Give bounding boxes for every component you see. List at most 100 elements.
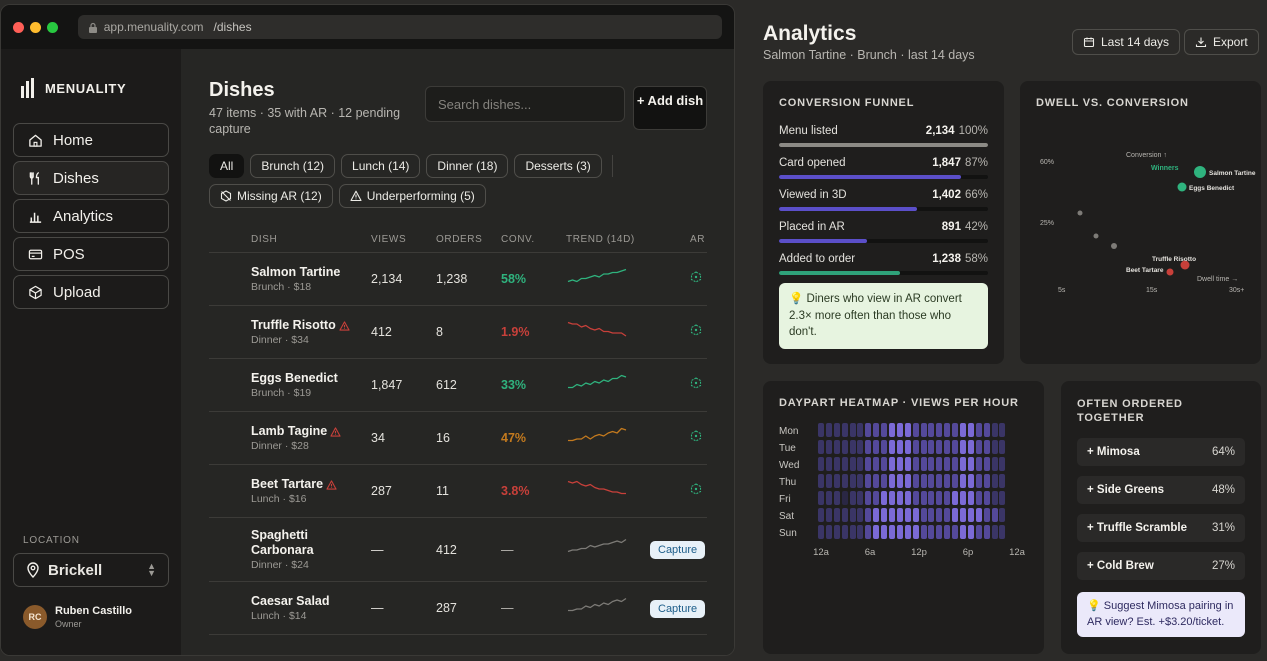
heatmap-cell[interactable] bbox=[960, 474, 967, 488]
ar-cube-icon[interactable] bbox=[690, 324, 702, 336]
heatmap-cell[interactable] bbox=[825, 491, 832, 505]
heatmap-cell[interactable] bbox=[983, 508, 990, 522]
heatmap-cell[interactable] bbox=[928, 491, 935, 505]
heatmap-cell[interactable] bbox=[881, 525, 888, 539]
scatter-point-salmon-tartine[interactable] bbox=[1194, 166, 1206, 178]
heatmap-cell[interactable] bbox=[960, 440, 967, 454]
heatmap-cell[interactable] bbox=[952, 457, 959, 471]
heatmap-cell[interactable] bbox=[881, 508, 888, 522]
heatmap-cell[interactable] bbox=[952, 440, 959, 454]
ar-cube-icon[interactable] bbox=[690, 377, 702, 389]
heatmap-cell[interactable] bbox=[881, 440, 888, 454]
heatmap-cell[interactable] bbox=[967, 525, 974, 539]
scatter-point-eggs-benedict[interactable] bbox=[1177, 182, 1187, 192]
heatmap-cell[interactable] bbox=[936, 474, 943, 488]
heatmap-cell[interactable] bbox=[818, 525, 824, 539]
heatmap-cell[interactable] bbox=[999, 440, 1006, 454]
filter-chip[interactable]: Brunch (12) bbox=[250, 154, 336, 178]
heatmap-cell[interactable] bbox=[873, 508, 880, 522]
add-dish-button[interactable]: + Add dish bbox=[633, 86, 707, 130]
heatmap-cell[interactable] bbox=[944, 457, 951, 471]
heatmap-cell[interactable] bbox=[967, 457, 974, 471]
heatmap-cell[interactable] bbox=[904, 440, 911, 454]
col-dish[interactable]: DISH bbox=[251, 234, 278, 245]
often-ordered-item[interactable]: + Side Greens 48% bbox=[1077, 476, 1245, 504]
heatmap-cell[interactable] bbox=[999, 474, 1006, 488]
user-profile[interactable]: RC Ruben Castillo Owner bbox=[23, 605, 132, 629]
sidebar-item-home[interactable]: Home bbox=[13, 123, 169, 157]
heatmap-cell[interactable] bbox=[889, 457, 896, 471]
heatmap-cell[interactable] bbox=[857, 491, 864, 505]
col-ar[interactable]: AR bbox=[690, 234, 706, 245]
heatmap-cell[interactable] bbox=[952, 508, 959, 522]
heatmap-cell[interactable] bbox=[865, 457, 872, 471]
col-orders[interactable]: ORDERS bbox=[436, 234, 483, 245]
heatmap-cell[interactable] bbox=[944, 525, 951, 539]
address-bar[interactable]: app.menuality.com /dishes bbox=[77, 15, 723, 39]
heatmap-cell[interactable] bbox=[975, 423, 982, 437]
filter-chip[interactable]: Dinner (18) bbox=[426, 154, 509, 178]
table-row[interactable]: Truffle Risotto Dinner · $34 412 8 1.9% bbox=[209, 306, 707, 359]
heatmap-cell[interactable] bbox=[912, 440, 919, 454]
heatmap-cell[interactable] bbox=[873, 423, 880, 437]
heatmap-cell[interactable] bbox=[928, 423, 935, 437]
heatmap-cell[interactable] bbox=[912, 508, 919, 522]
pairing-suggestion[interactable]: 💡 Suggest Mimosa pairing in AR view? Est… bbox=[1077, 592, 1245, 637]
heatmap-cell[interactable] bbox=[912, 525, 919, 539]
heatmap-cell[interactable] bbox=[833, 474, 840, 488]
capture-button[interactable]: Capture bbox=[650, 599, 706, 618]
heatmap-cell[interactable] bbox=[960, 457, 967, 471]
heatmap-cell[interactable] bbox=[896, 491, 903, 505]
sidebar-item-pos[interactable]: POS bbox=[13, 237, 169, 271]
heatmap-cell[interactable] bbox=[952, 491, 959, 505]
table-row[interactable]: Beet Tartare Lunch · $16 287 11 3.8% bbox=[209, 465, 707, 518]
heatmap-cell[interactable] bbox=[991, 440, 998, 454]
heatmap-cell[interactable] bbox=[967, 423, 974, 437]
heatmap-cell[interactable] bbox=[952, 525, 959, 539]
heatmap-cell[interactable] bbox=[896, 508, 903, 522]
heatmap-cell[interactable] bbox=[833, 525, 840, 539]
heatmap-cell[interactable] bbox=[881, 457, 888, 471]
col-conv[interactable]: CONV. bbox=[501, 234, 535, 245]
search-input[interactable] bbox=[425, 86, 625, 122]
sidebar-item-analytics[interactable]: Analytics bbox=[13, 199, 169, 233]
heatmap-cell[interactable] bbox=[928, 508, 935, 522]
heatmap-cell[interactable] bbox=[936, 440, 943, 454]
heatmap-cell[interactable] bbox=[967, 474, 974, 488]
heatmap-cell[interactable] bbox=[849, 508, 856, 522]
heatmap-cell[interactable] bbox=[928, 440, 935, 454]
heatmap-cell[interactable] bbox=[818, 474, 824, 488]
heatmap-cell[interactable] bbox=[896, 474, 903, 488]
often-ordered-item[interactable]: + Mimosa 64% bbox=[1077, 438, 1245, 466]
table-row[interactable]: Eggs Benedict Brunch · $19 1,847 612 33% bbox=[209, 359, 707, 412]
heatmap-cell[interactable] bbox=[833, 491, 840, 505]
heatmap-cell[interactable] bbox=[818, 508, 824, 522]
heatmap-cell[interactable] bbox=[960, 508, 967, 522]
heatmap-cell[interactable] bbox=[857, 457, 864, 471]
heatmap-cell[interactable] bbox=[967, 508, 974, 522]
heatmap-cell[interactable] bbox=[825, 525, 832, 539]
heatmap-cell[interactable] bbox=[975, 440, 982, 454]
heatmap-cell[interactable] bbox=[833, 457, 840, 471]
heatmap-cell[interactable] bbox=[841, 508, 848, 522]
heatmap-cell[interactable] bbox=[975, 457, 982, 471]
heatmap-cell[interactable] bbox=[920, 525, 927, 539]
heatmap-cell[interactable] bbox=[881, 423, 888, 437]
heatmap-cell[interactable] bbox=[889, 525, 896, 539]
heatmap-cell[interactable] bbox=[818, 457, 824, 471]
heatmap-cell[interactable] bbox=[865, 440, 872, 454]
filter-chip[interactable]: Lunch (14) bbox=[341, 154, 421, 178]
heatmap-cell[interactable] bbox=[889, 508, 896, 522]
heatmap-cell[interactable] bbox=[912, 474, 919, 488]
heatmap-cell[interactable] bbox=[865, 474, 872, 488]
heatmap-cell[interactable] bbox=[841, 474, 848, 488]
heatmap-cell[interactable] bbox=[841, 457, 848, 471]
scatter-point-truffle-risotto[interactable] bbox=[1180, 260, 1190, 270]
heatmap-cell[interactable] bbox=[825, 508, 832, 522]
maximize-window-button[interactable] bbox=[46, 21, 58, 33]
heatmap-cell[interactable] bbox=[983, 491, 990, 505]
heatmap-cell[interactable] bbox=[841, 491, 848, 505]
ar-cube-icon[interactable] bbox=[690, 271, 702, 283]
heatmap-cell[interactable] bbox=[841, 423, 848, 437]
filter-chip[interactable]: All bbox=[209, 154, 245, 178]
